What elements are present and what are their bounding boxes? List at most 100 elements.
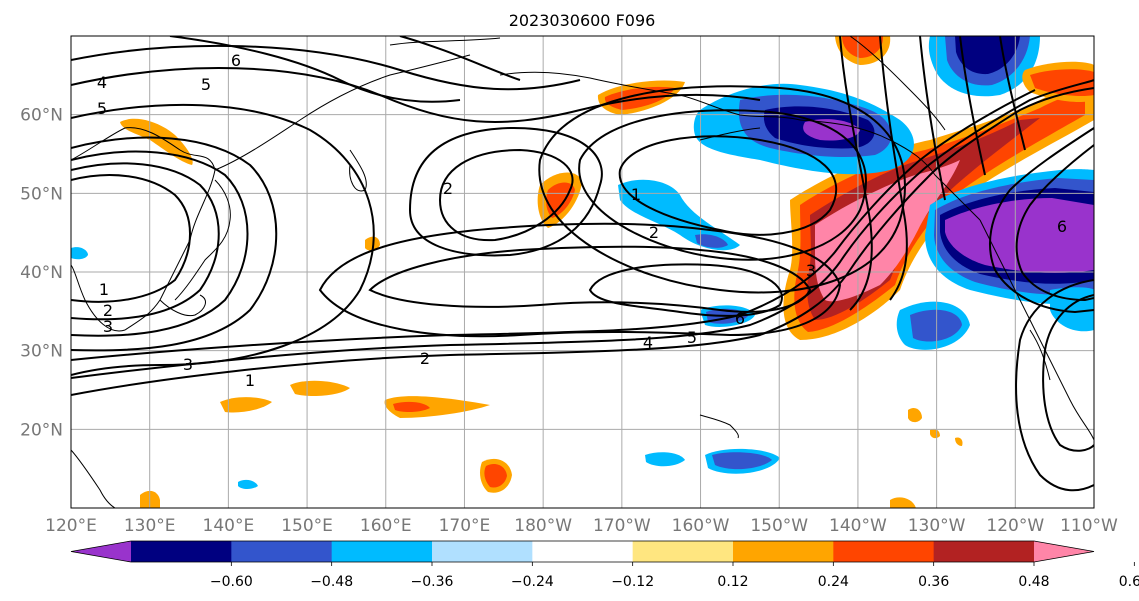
colorbar-tick-label: 0.36 bbox=[918, 574, 949, 590]
contour-line bbox=[578, 109, 867, 261]
contour-label: 3 bbox=[183, 355, 193, 374]
colorbar bbox=[70, 540, 1135, 566]
positive-anomaly-region bbox=[393, 401, 430, 413]
coastline bbox=[799, 119, 981, 221]
longitude-tick-label: 180°W bbox=[514, 516, 572, 536]
coastline bbox=[679, 94, 801, 121]
contour-label: 5 bbox=[687, 328, 697, 347]
positive-anomaly-region bbox=[815, 160, 960, 302]
colorbar-swatch bbox=[231, 541, 333, 562]
colorbar-tick-label: 0.48 bbox=[1018, 574, 1049, 590]
colorbar-swatch bbox=[532, 541, 634, 562]
colorbar-tick-label: −0.36 bbox=[411, 574, 454, 590]
contour-label: 2 bbox=[103, 301, 113, 320]
negative-anomaly-region bbox=[712, 452, 772, 470]
longitude-tick-label: 160°W bbox=[672, 516, 730, 536]
colorbar-swatch bbox=[733, 541, 834, 562]
colorbar-swatch bbox=[432, 541, 533, 562]
contour-label: 3 bbox=[806, 261, 816, 280]
latitude-tick-label: 40°N bbox=[20, 263, 63, 283]
longitude-tick-label: 120°W bbox=[986, 516, 1044, 536]
positive-anomaly-region bbox=[930, 428, 940, 439]
negative-anomaly-region bbox=[618, 179, 740, 251]
longitude-tick-label: 120°E bbox=[45, 516, 97, 536]
contour-line bbox=[408, 126, 603, 257]
negative-anomaly-region bbox=[945, 198, 1094, 273]
contour-line bbox=[1015, 279, 1094, 492]
positive-anomaly-region bbox=[546, 182, 575, 218]
longitude-tick-label: 150°E bbox=[281, 516, 333, 536]
longitude-tick-label: 140°W bbox=[829, 516, 887, 536]
negative-anomaly-region bbox=[955, 36, 1020, 75]
coastline bbox=[71, 449, 116, 508]
colorbar-tick-labels: −0.60 −0.48 −0.36 −0.24 −0.12 0.12 0.24 0.36 0.4… bbox=[210, 574, 1139, 590]
positive-anomaly-region bbox=[842, 36, 884, 58]
longitude-tick-label: 130°W bbox=[908, 516, 966, 536]
colorbar-swatch bbox=[933, 541, 1035, 562]
contour-label: 1 bbox=[245, 371, 255, 390]
colorbar-tick-label: 0.60 bbox=[1119, 574, 1139, 590]
contour-layer bbox=[71, 36, 1094, 492]
longitude-tick-label: 170°W bbox=[593, 516, 651, 536]
negative-anomaly-region bbox=[695, 234, 728, 248]
coastline bbox=[499, 71, 681, 96]
positive-anomaly-region bbox=[1030, 69, 1094, 97]
coastline bbox=[71, 127, 216, 332]
longitude-tick-label: 130°E bbox=[124, 516, 176, 536]
positive-anomaly-region bbox=[890, 497, 916, 508]
longitude-tick-label: 140°E bbox=[203, 516, 255, 536]
latitude-tick-label: 50°N bbox=[20, 184, 63, 204]
colorbar-tick-label: −0.60 bbox=[210, 574, 253, 590]
negative-anomaly-region bbox=[645, 452, 685, 467]
positive-anomaly-region bbox=[290, 380, 350, 396]
positive-anomaly-region bbox=[365, 236, 380, 251]
latitude-tick-labels: 20°N 30°N 40°N 50°N 60°N bbox=[20, 106, 63, 441]
contour-label: 5 bbox=[201, 75, 211, 94]
coastline bbox=[849, 36, 946, 131]
colorbar-tick-label: 0.12 bbox=[717, 574, 748, 590]
contour-label: 4 bbox=[643, 333, 653, 352]
contour-line bbox=[169, 36, 461, 103]
colorbar-tick-label: 0.24 bbox=[818, 574, 849, 590]
colorbar-swatch bbox=[331, 541, 433, 562]
contour-line bbox=[538, 85, 906, 294]
latitude-tick-label: 30°N bbox=[20, 342, 63, 362]
contour-label: 1 bbox=[631, 185, 641, 204]
latitude-tick-label: 60°N bbox=[20, 106, 63, 126]
negative-anomaly-region bbox=[910, 309, 962, 342]
contour-line bbox=[318, 222, 842, 338]
contour-label: 2 bbox=[443, 179, 453, 198]
colorbar-swatch bbox=[131, 541, 232, 562]
negative-anomaly-region bbox=[71, 247, 88, 260]
colorbar-outline bbox=[70, 540, 1095, 563]
longitude-tick-label: 150°W bbox=[750, 516, 808, 536]
positive-anomaly-region bbox=[120, 118, 193, 165]
negative-anomaly-region bbox=[238, 479, 258, 489]
contour-line bbox=[399, 36, 521, 81]
contour-line bbox=[999, 36, 1026, 151]
contour-line bbox=[879, 36, 908, 301]
coastline bbox=[159, 294, 206, 317]
coastline bbox=[174, 179, 231, 301]
contour-line bbox=[71, 67, 761, 123]
contour-line bbox=[438, 148, 574, 242]
contour-line bbox=[618, 135, 837, 236]
contour-line bbox=[368, 245, 812, 313]
latitude-tick-label: 20°N bbox=[20, 420, 63, 440]
figure-title: 2023030600 F096 bbox=[509, 11, 656, 30]
contour-label: 3 bbox=[103, 317, 113, 336]
longitude-tick-label: 110°W bbox=[1060, 516, 1118, 536]
colorbar-swatch bbox=[833, 541, 935, 562]
contour-label: 6 bbox=[1057, 217, 1067, 236]
colorbar-tick-label: −0.12 bbox=[611, 574, 654, 590]
longitude-tick-label: 170°E bbox=[439, 516, 491, 536]
contour-label: 5 bbox=[97, 99, 107, 118]
colorbar-swatch bbox=[632, 541, 734, 562]
contour-line bbox=[989, 127, 1094, 314]
colorbar-tick-label: −0.24 bbox=[511, 574, 554, 590]
longitude-tick-labels: 120°E 130°E 140°E 150°E 160°E 170°E 180°W 170°W… bbox=[45, 516, 1118, 536]
contour-line bbox=[1042, 294, 1094, 452]
coastline bbox=[979, 219, 1094, 441]
positive-anomaly-region bbox=[484, 464, 507, 488]
